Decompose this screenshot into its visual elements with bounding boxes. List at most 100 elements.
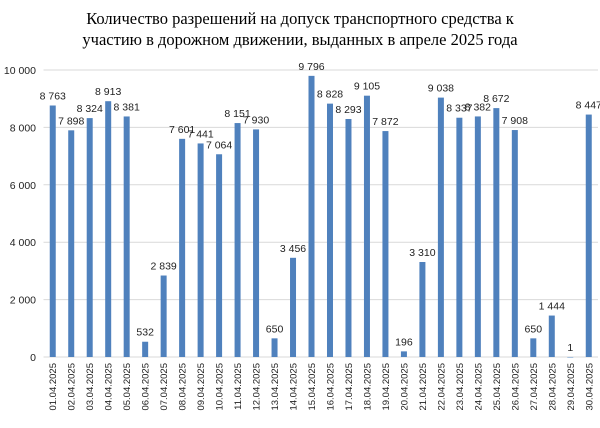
- x-tick-label: 03.04.2025: [85, 363, 96, 411]
- data-label: 8 293: [335, 104, 361, 116]
- bar: [474, 116, 481, 357]
- x-tick-label: 17.04.2025: [344, 363, 355, 411]
- bar: [511, 130, 518, 357]
- x-tick-label: 09.04.2025: [196, 363, 207, 411]
- data-label: 7 898: [58, 115, 84, 127]
- x-tick-label: 21.04.2025: [418, 363, 429, 411]
- bar: [160, 275, 167, 357]
- data-label: 7 930: [243, 114, 269, 126]
- data-label: 8 672: [483, 93, 509, 105]
- x-tick-label: 01.04.2025: [48, 363, 59, 411]
- x-tick-label: 06.04.2025: [141, 363, 152, 411]
- y-tick-label: 6 000: [10, 180, 36, 192]
- bar: [216, 154, 223, 357]
- y-tick-label: 2 000: [10, 295, 36, 307]
- bar: [567, 356, 574, 358]
- x-tick-label: 14.04.2025: [289, 363, 300, 411]
- bar: [363, 95, 370, 358]
- chart-title: Количество разрешений на допуск транспор…: [0, 8, 600, 50]
- data-label: 7 872: [372, 116, 398, 128]
- data-label: 8 381: [114, 101, 140, 113]
- x-tick-label: 22.04.2025: [436, 363, 447, 411]
- x-tick-label: 07.04.2025: [159, 363, 170, 411]
- bar: [326, 103, 333, 357]
- data-label: 3 456: [280, 243, 306, 255]
- data-label: 9 796: [298, 61, 324, 73]
- bar: [86, 118, 93, 357]
- data-label: 8 324: [77, 103, 103, 115]
- data-label: 9 105: [354, 81, 380, 93]
- x-tick-label: 11.04.2025: [233, 363, 244, 410]
- bar: [345, 118, 352, 357]
- data-label: 196: [395, 336, 413, 348]
- bar: [142, 341, 149, 357]
- bar: [49, 105, 56, 358]
- bar: [419, 262, 426, 357]
- chart-title-line-2: участию в дорожном движении, выданных в …: [82, 30, 518, 49]
- bar: [179, 138, 186, 357]
- x-tick-label: 02.04.2025: [67, 363, 78, 411]
- chart-title-line-1: Количество разрешений на допуск транспор…: [86, 9, 514, 28]
- data-label: 8 913: [95, 86, 121, 98]
- bar: [68, 130, 75, 357]
- bar: [123, 116, 130, 357]
- x-tick-label: 27.04.2025: [529, 363, 540, 411]
- bar: [493, 108, 500, 357]
- bar: [382, 131, 389, 357]
- x-tick-label: 19.04.2025: [381, 363, 392, 411]
- bar: [456, 117, 463, 357]
- y-tick-label: 10 000: [4, 65, 36, 77]
- x-tick-label: 23.04.2025: [455, 363, 466, 411]
- data-label: 3 310: [409, 247, 435, 259]
- data-label: 1 444: [539, 301, 565, 313]
- bar: [105, 101, 112, 357]
- x-tick-label: 05.04.2025: [122, 363, 133, 411]
- data-label: 8 828: [317, 89, 343, 101]
- x-tick-label: 29.04.2025: [566, 363, 577, 411]
- data-label: 7 908: [502, 115, 528, 127]
- x-tick-label: 18.04.2025: [362, 363, 373, 411]
- bar: [290, 257, 297, 357]
- data-label: 9 038: [428, 83, 454, 95]
- bar: [271, 338, 278, 357]
- y-tick-label: 4 000: [10, 237, 36, 249]
- x-tick-label: 24.04.2025: [473, 363, 484, 411]
- data-label: 650: [525, 323, 543, 335]
- x-tick-label: 15.04.2025: [307, 363, 318, 411]
- data-label: 7 064: [206, 139, 232, 151]
- x-tick-label: 26.04.2025: [510, 363, 521, 411]
- bar: [234, 123, 241, 357]
- data-label: 1: [567, 342, 573, 354]
- x-tick-label: 04.04.2025: [104, 363, 115, 411]
- data-label: 2 839: [151, 261, 177, 273]
- data-label: 8 447: [576, 100, 600, 112]
- bar: [253, 129, 260, 357]
- data-label: 7 441: [187, 128, 213, 140]
- bar: [548, 315, 555, 357]
- x-tick-label: 20.04.2025: [399, 363, 410, 411]
- data-label: 8 763: [40, 91, 66, 103]
- data-label: 650: [266, 323, 284, 335]
- bar: [197, 143, 204, 357]
- bar: [308, 75, 315, 357]
- x-tick-label: 30.04.2025: [584, 363, 595, 411]
- y-tick-label: 0: [30, 352, 36, 364]
- x-tick-label: 16.04.2025: [325, 363, 336, 411]
- bar: [400, 351, 407, 357]
- data-label: 7 601: [169, 124, 195, 136]
- bar: [530, 338, 537, 357]
- x-tick-label: 08.04.2025: [178, 363, 189, 411]
- y-tick-label: 8 000: [10, 122, 36, 134]
- x-tick-label: 12.04.2025: [252, 363, 263, 411]
- data-label: 8 382: [465, 101, 491, 113]
- data-label: 8 337: [446, 103, 472, 115]
- x-tick-label: 13.04.2025: [270, 363, 281, 411]
- x-tick-label: 25.04.2025: [492, 363, 503, 411]
- bar: [585, 114, 592, 357]
- x-tick-label: 28.04.2025: [547, 363, 558, 411]
- data-label: 532: [136, 327, 154, 339]
- bar: [437, 97, 444, 357]
- x-tick-label: 10.04.2025: [215, 363, 226, 411]
- data-label: 8 151: [224, 108, 250, 120]
